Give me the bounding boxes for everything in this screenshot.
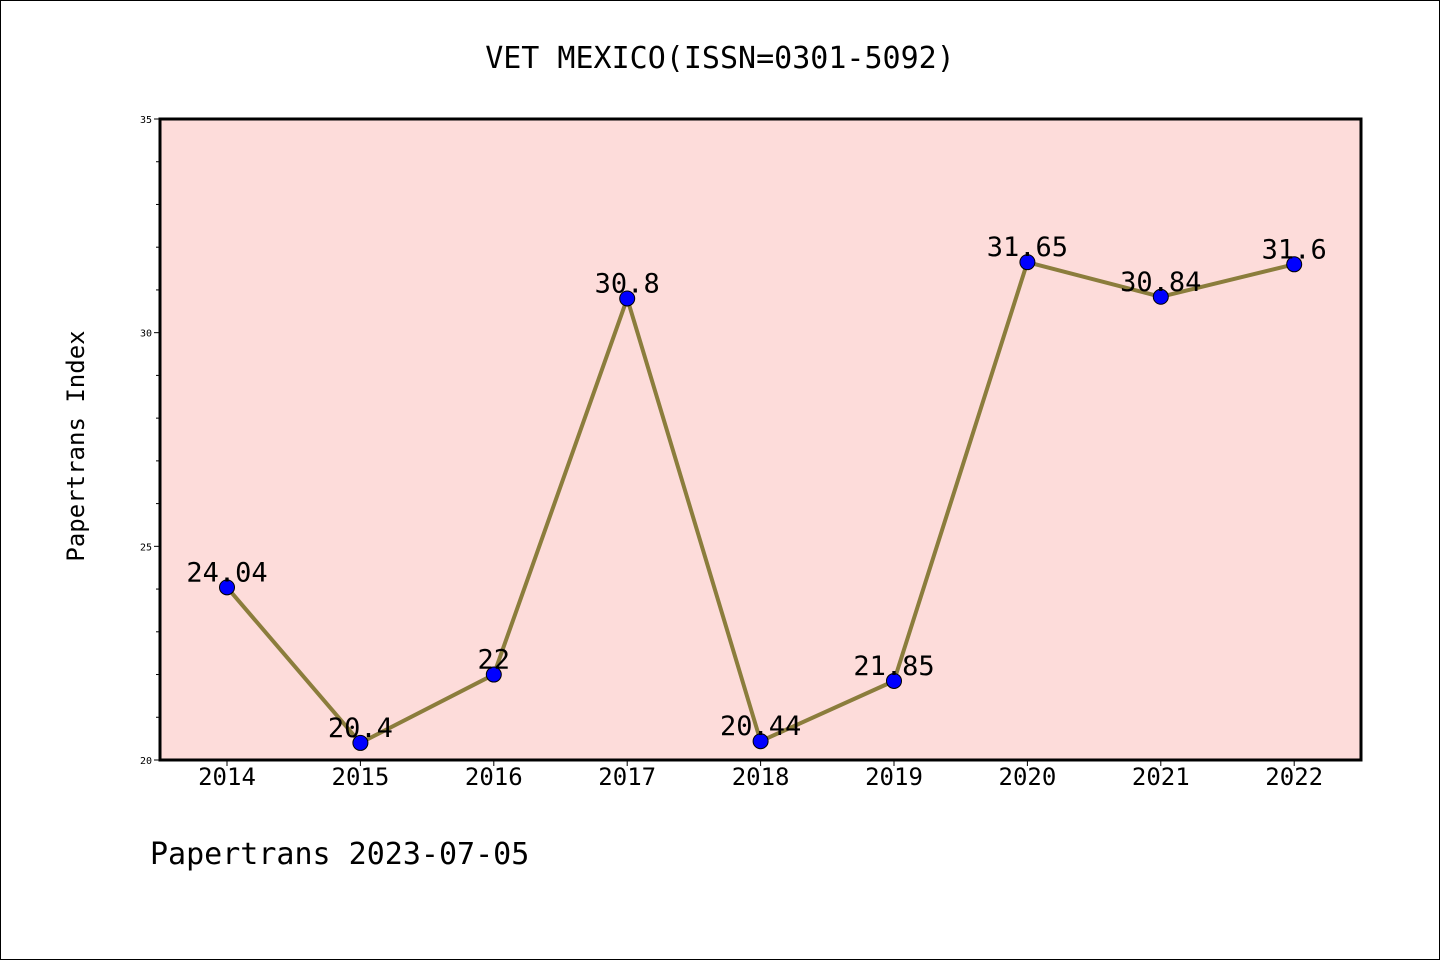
data-point	[219, 579, 235, 596]
data-label: 31.6	[1262, 234, 1327, 265]
y-tick-label: 35	[140, 115, 152, 126]
data-label: 22	[478, 645, 511, 676]
data-point	[485, 666, 502, 683]
x-tick-label: 2020	[999, 763, 1057, 791]
data-label: 31.65	[987, 232, 1068, 263]
data-label: 21.85	[853, 651, 934, 682]
x-tick-label: 2018	[732, 763, 790, 791]
data-label: 30.84	[1120, 267, 1201, 298]
data-label: 24.04	[186, 557, 267, 588]
footer-text: Papertrans 2023-07-05	[150, 837, 529, 872]
data-labels: 24.04 20.4 22 30.8 20.44 21.85 31.65 30.84 31.6	[186, 232, 1326, 744]
y-axis: 20 25 30 35	[140, 115, 160, 767]
data-point	[352, 734, 369, 751]
data-point	[1019, 254, 1036, 271]
data-point	[619, 290, 636, 307]
x-tick-label: 2019	[865, 763, 923, 791]
x-tick-label: 2021	[1132, 763, 1190, 791]
x-tick-label: 2022	[1265, 763, 1323, 791]
data-point	[886, 672, 902, 689]
y-tick-label: 30	[140, 329, 152, 340]
data-label: 20.44	[720, 711, 801, 742]
data-point	[1152, 288, 1169, 305]
data-point	[1286, 256, 1303, 273]
y-tick-label: 25	[140, 542, 152, 553]
data-label: 30.8	[595, 268, 660, 299]
x-axis: 2014 2015 2016 2017 2018 2019 2020 2021 2022	[198, 760, 1323, 791]
x-tick-label: 2017	[598, 763, 656, 791]
x-tick-label: 2014	[198, 763, 256, 791]
x-tick-label: 2015	[332, 763, 390, 791]
x-tick-label: 2016	[465, 763, 523, 791]
data-point	[752, 733, 769, 750]
data-label: 20.4	[328, 713, 393, 744]
plot-area	[158, 117, 1363, 762]
series-markers	[219, 254, 1303, 751]
y-tick-label: 20	[140, 756, 152, 767]
y-axis-label: Papertrans Index	[62, 330, 90, 561]
chart-title: VET MEXICO(ISSN=0301-5092)	[485, 41, 955, 76]
